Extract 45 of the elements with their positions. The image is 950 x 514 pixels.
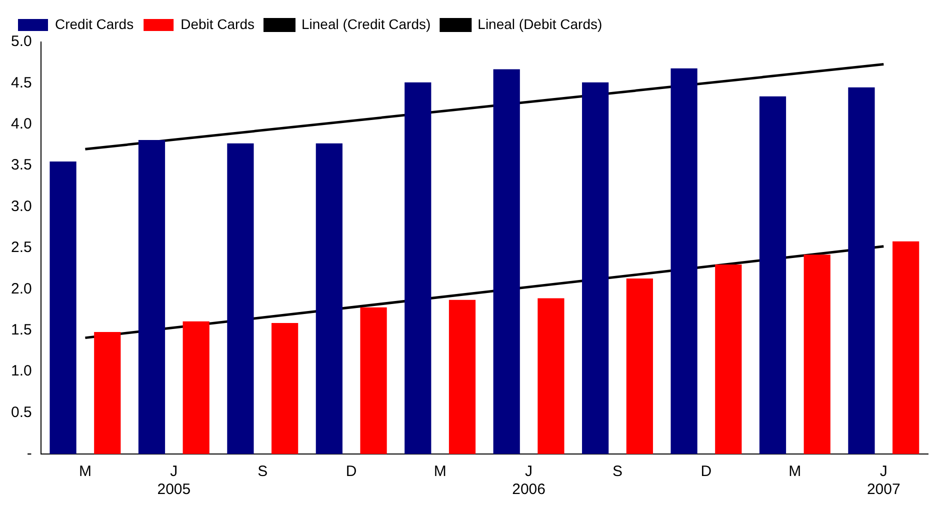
bar (316, 143, 342, 454)
bar (538, 298, 564, 454)
bar (626, 278, 653, 454)
bar (715, 264, 742, 454)
x-tick-label: S (612, 463, 623, 480)
x-tick-label: J 2005 (157, 463, 191, 498)
bar (582, 82, 609, 454)
x-tick-label: M (788, 463, 802, 480)
bar (670, 68, 698, 454)
legend-label: Lineal (Credit Cards) (301, 16, 431, 32)
bar (94, 332, 121, 454)
legend-label: Credit Cards (55, 16, 134, 32)
legend-label: Lineal (Debit Cards) (478, 16, 602, 32)
bar (138, 140, 166, 454)
bar (272, 322, 298, 454)
x-tick-label: M (434, 463, 446, 480)
legend-label: Debit Cards (180, 16, 254, 32)
y-tick-label: 2.5 (10, 239, 32, 256)
y-tick-label: - (26, 445, 32, 462)
bar (448, 300, 476, 454)
y-tick-label: 5.0 (10, 33, 32, 50)
y-tick-label: 1.0 (10, 362, 32, 380)
bar (759, 96, 786, 454)
x-tick-label: D (346, 463, 357, 480)
y-tick-label: 4.5 (10, 74, 32, 92)
bar (848, 87, 875, 454)
y-tick-label: 2.0 (10, 280, 32, 298)
bar (404, 82, 432, 454)
x-tick-label: M (78, 463, 92, 480)
bar (227, 143, 254, 454)
bar (804, 254, 830, 454)
y-tick-label: 3.5 (10, 156, 32, 174)
bar (182, 321, 210, 454)
x-tick-label: S (258, 463, 268, 480)
bar (360, 307, 387, 454)
x-tick-label: D (700, 463, 712, 480)
bar (50, 161, 76, 454)
y-tick-label: 0.5 (10, 404, 32, 421)
x-tick-label: J 2006 (512, 463, 546, 498)
y-tick-label: 3.0 (10, 198, 32, 215)
y-tick-label: 4.0 (10, 116, 32, 133)
bar (892, 241, 920, 454)
bar (493, 69, 520, 454)
y-tick-label: 1.5 (10, 322, 32, 339)
x-tick-label: J 2007 (866, 463, 900, 498)
